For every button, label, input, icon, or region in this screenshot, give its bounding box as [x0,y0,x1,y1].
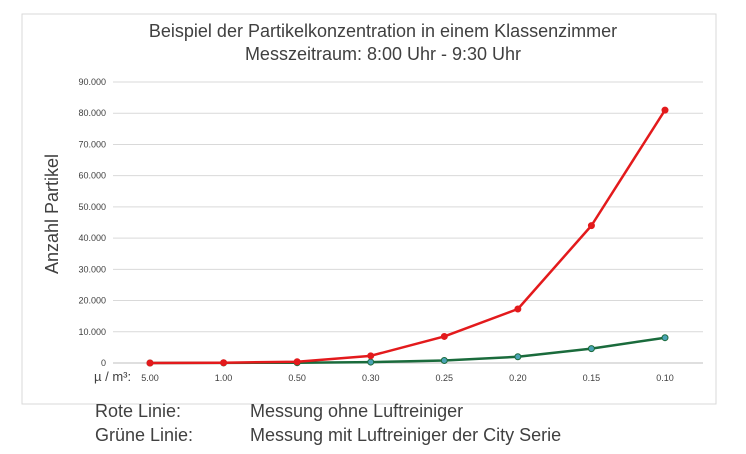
y-axis-label: Anzahl Partikel [42,154,62,274]
series-line-0 [149,109,667,365]
x-tick-label: 1.00 [215,373,233,383]
y-tick-label: 90.000 [78,77,106,87]
y-tick-label: 0 [101,358,106,368]
data-point [440,332,448,340]
data-point [367,358,375,366]
legend: Rote Linie: Messung ohne Luftreiniger Gr… [95,399,561,447]
data-point [220,359,228,367]
data-point [293,358,301,366]
x-tick-label: 0.50 [288,373,306,383]
y-tick-label: 30.000 [78,264,106,274]
x-tick-label: 0.10 [656,373,674,383]
chart-area-border [21,13,717,405]
y-tick-label: 60.000 [78,171,106,181]
y-tick-label: 50.000 [78,202,106,212]
y-tick-label: 80.000 [78,108,106,118]
data-point [146,359,154,367]
y-tick-label: 70.000 [78,139,106,149]
x-tick-label: 0.30 [362,373,380,383]
data-point [367,352,375,360]
data-point [661,334,669,342]
series-lines [146,106,669,367]
x-tick-label: 0.20 [509,373,527,383]
x-tick-labels: 5.00 1.00 0.50 0.30 0.25 0.20 0.15 0.10 [141,373,674,383]
legend-row-red: Rote Linie: Messung ohne Luftreiniger [95,399,561,423]
x-tick-label: 0.25 [436,373,454,383]
legend-value-red: Messung ohne Luftreiniger [250,401,464,421]
data-point [514,353,522,361]
legend-row-green: Grüne Linie: Messung mit Luftreiniger de… [95,423,561,447]
data-point [587,345,595,353]
y-tick-label: 20.000 [78,296,106,306]
x-axis-prefix: µ / m³: [94,369,131,384]
data-point [514,305,522,313]
y-tick-label: 40.000 [78,233,106,243]
y-tick-labels: 0 10.000 20.000 30.000 40.000 50.000 60.000 70.… [78,77,106,368]
data-point [661,106,669,114]
data-point [587,222,595,230]
legend-key-green: Grüne Linie: [95,425,194,445]
x-tick-label: 0.15 [583,373,601,383]
chart-title-line1: Beispiel der Partikelkonzentration in ei… [149,21,617,41]
x-tick-label: 5.00 [141,373,159,383]
data-point [440,357,448,365]
chart-title-line2: Messzeitraum: 8:00 Uhr - 9:30 Uhr [245,44,521,64]
legend-key-red: Rote Linie: [95,401,182,421]
y-tick-label: 10.000 [78,327,106,337]
legend-value-green: Messung mit Luftreiniger der City Serie [250,425,562,445]
